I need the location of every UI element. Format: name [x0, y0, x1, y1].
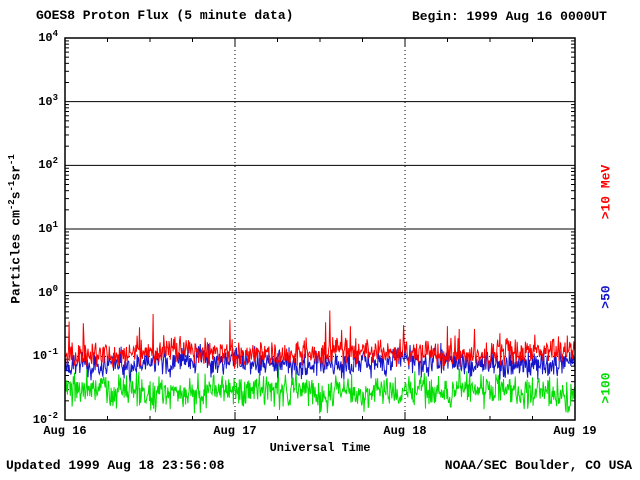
- credit-label: NOAA/SEC Boulder, CO USA: [444, 458, 632, 473]
- plot-border: [64, 37, 576, 421]
- x-axis-label: Universal Time: [269, 441, 371, 455]
- series-label-10-mev: >10 MeV: [598, 164, 614, 220]
- x-tick-label-aug-16: Aug 16: [43, 424, 87, 438]
- x-tick-label-aug-18: Aug 18: [383, 424, 427, 438]
- y-tick-label-10e0: 100: [38, 283, 58, 300]
- x-tick-label-aug-17: Aug 17: [213, 424, 257, 438]
- series-line-100: [64, 365, 576, 414]
- series-line-10-mev: [64, 310, 576, 370]
- y-tick-label-10e-1: 10-1: [32, 347, 58, 364]
- y-tick-label-10e2: 102: [38, 156, 58, 173]
- x-tick-label-aug-19: Aug 19: [553, 424, 597, 438]
- y-tick-label-10e1: 101: [38, 220, 58, 237]
- chart-title: GOES8 Proton Flux (5 minute data): [36, 8, 294, 23]
- y-tick-label-10e-2: 10-2: [32, 411, 58, 428]
- y-tick-label-10e3: 103: [38, 92, 58, 109]
- updated-timestamp: Updated 1999 Aug 18 23:56:08: [6, 458, 225, 473]
- gridlines: [65, 38, 575, 420]
- series-label-50: >50: [598, 285, 614, 309]
- y-tick-label-10e4: 104: [38, 29, 58, 46]
- series-label-100: >100: [598, 372, 614, 404]
- begin-time-label: Begin: 1999 Aug 16 0000UT: [411, 9, 607, 24]
